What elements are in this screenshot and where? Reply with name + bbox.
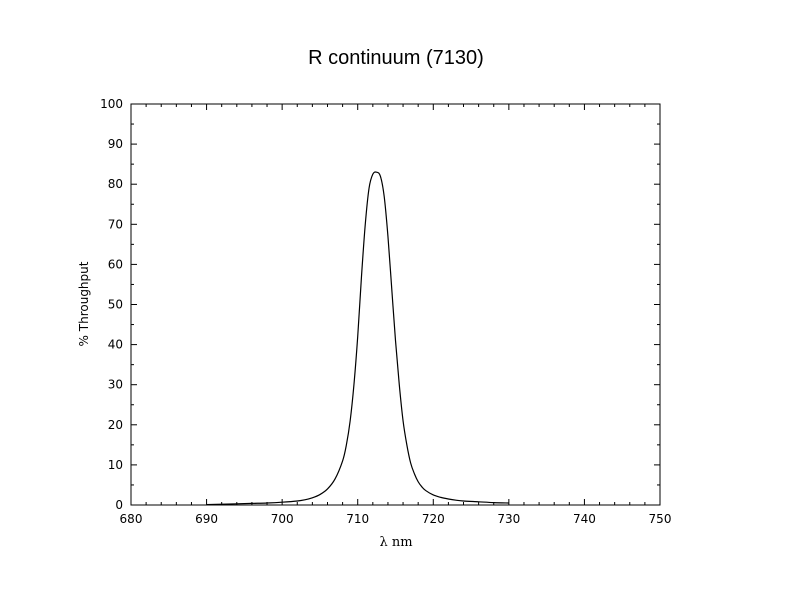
x-tick-label: 730 [497, 512, 520, 526]
y-tick-label: 80 [108, 177, 123, 191]
y-tick-label: 10 [108, 458, 123, 472]
y-tick-label: 40 [108, 338, 123, 352]
y-tick-label: 100 [100, 97, 123, 111]
y-tick-label: 30 [108, 378, 123, 392]
x-tick-label: 680 [120, 512, 143, 526]
x-tick-label: 690 [195, 512, 218, 526]
throughput-curve [206, 171, 509, 506]
y-tick-label: 70 [108, 217, 123, 231]
x-tick-label: 740 [573, 512, 596, 526]
x-tick-label: 750 [649, 512, 672, 526]
x-tick-label: 720 [422, 512, 445, 526]
y-tick-label: 50 [108, 298, 123, 312]
axis-ticks [130, 103, 661, 506]
x-tick-label: 710 [346, 512, 369, 526]
x-tick-label: 700 [271, 512, 294, 526]
y-tick-label: 0 [115, 498, 123, 512]
chart-title: R continuum (7130) [308, 47, 484, 69]
y-tick-label: 60 [108, 257, 123, 271]
tick-labels: 680 690 700 710 720 730 740 750 0 10 20 30 40 50 60 70 8… [100, 97, 671, 526]
y-tick-label: 20 [108, 418, 123, 432]
series-layer [206, 171, 509, 506]
x-axis-label: λ nm [379, 535, 412, 550]
y-tick-label: 90 [108, 137, 123, 151]
y-axis-label: % Throughput [77, 261, 91, 346]
